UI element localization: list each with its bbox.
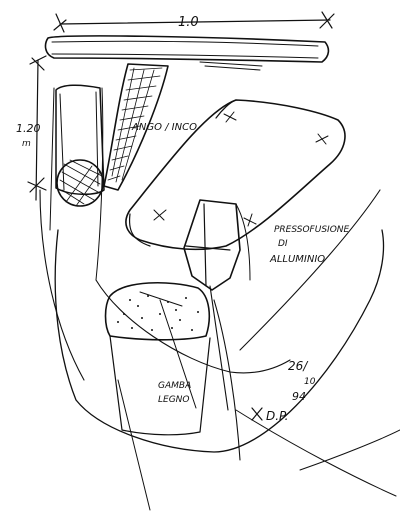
date-line1: 26/: [288, 359, 309, 373]
height-label: 1.20: [16, 122, 41, 135]
leg-label-line2: LEGNO: [158, 395, 190, 405]
wooden-leg: [104, 281, 211, 436]
signature: D.P.: [251, 407, 288, 423]
top-slab: [44, 35, 330, 71]
date-line3: 94: [292, 390, 306, 403]
round-joint: [56, 159, 104, 207]
signature-text: D.P.: [266, 409, 288, 423]
bracket: [103, 63, 169, 191]
height-unit: m: [22, 139, 31, 149]
date-line2: 10: [304, 377, 316, 387]
leg-label: GAMBA LEGNO: [158, 381, 191, 405]
width-label: 1.0: [178, 15, 199, 30]
table-top: [125, 99, 346, 251]
height-dimension: 1.20 m: [16, 55, 47, 201]
width-dimension: 1.0: [53, 11, 335, 33]
joint-label: ANGO / INCO: [131, 122, 197, 133]
casting-label-line2: DI: [278, 239, 288, 249]
casting-label-line3: ALLUMINIO: [269, 254, 325, 265]
casting-label-line1: PRESSOFUSIONE: [274, 225, 350, 235]
wood-grain-texture: [117, 295, 199, 331]
leg-label-line1: GAMBA: [158, 381, 191, 391]
date-stamp: 26/ 10 94: [288, 359, 316, 403]
side-leg: [49, 84, 105, 281]
aluminium-casting: [183, 199, 251, 291]
base-curves: [39, 189, 400, 511]
casting-label: PRESSOFUSIONE DI ALLUMINIO: [269, 225, 350, 265]
